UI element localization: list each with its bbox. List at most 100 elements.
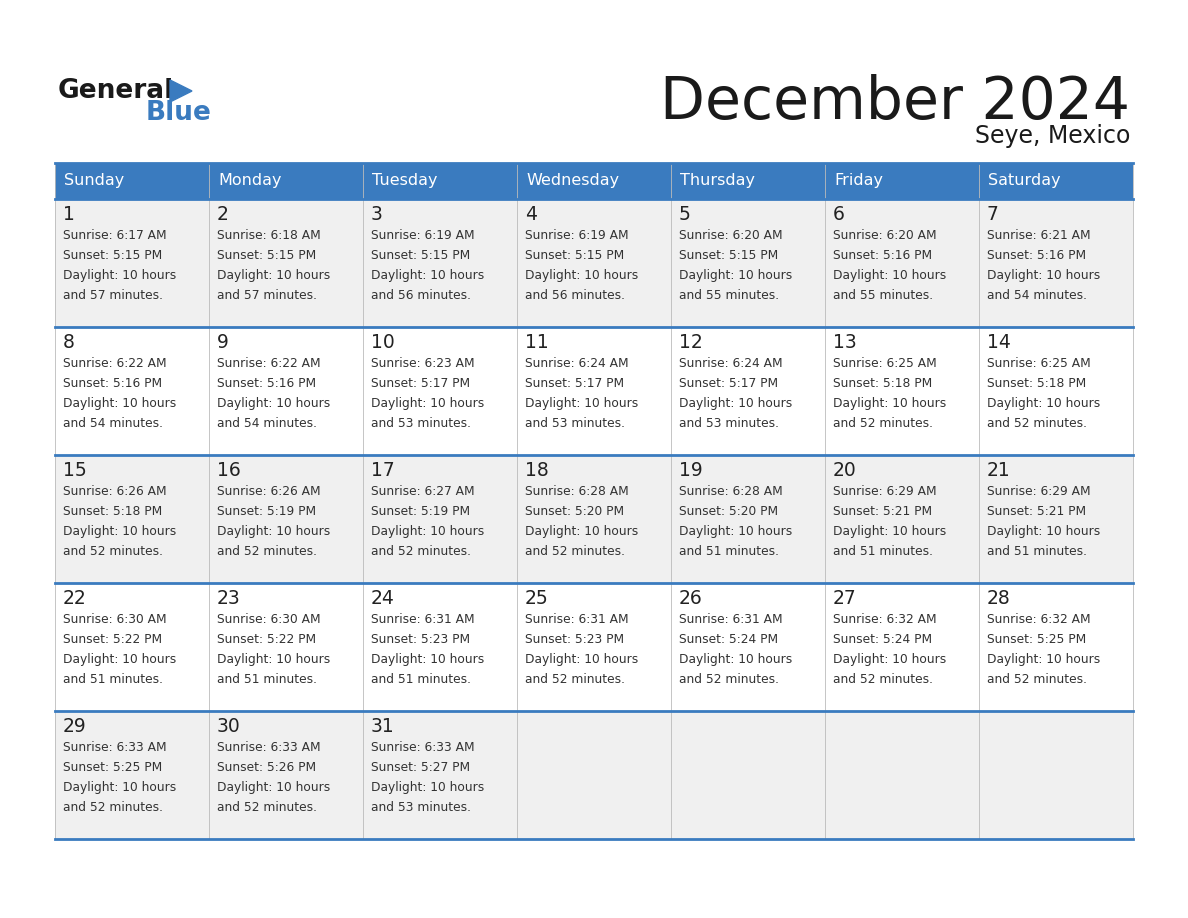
Text: and 54 minutes.: and 54 minutes. [217,417,317,430]
Text: 13: 13 [833,333,857,352]
Text: Sunset: 5:17 PM: Sunset: 5:17 PM [371,377,470,390]
Text: and 53 minutes.: and 53 minutes. [680,417,779,430]
Text: Daylight: 10 hours: Daylight: 10 hours [217,781,330,794]
Text: Daylight: 10 hours: Daylight: 10 hours [680,653,792,666]
Text: Daylight: 10 hours: Daylight: 10 hours [63,269,176,282]
Text: and 55 minutes.: and 55 minutes. [833,289,933,302]
Text: and 57 minutes.: and 57 minutes. [217,289,317,302]
Text: Monday: Monday [219,174,282,188]
Text: Daylight: 10 hours: Daylight: 10 hours [987,653,1100,666]
Text: and 56 minutes.: and 56 minutes. [371,289,470,302]
Bar [824,163,979,199]
Text: 17: 17 [371,461,394,480]
Text: Sunset: 5:23 PM: Sunset: 5:23 PM [525,633,624,646]
Text: Sunrise: 6:26 AM: Sunrise: 6:26 AM [63,485,166,498]
Text: Daylight: 10 hours: Daylight: 10 hours [371,525,485,538]
Text: Daylight: 10 hours: Daylight: 10 hours [833,397,947,410]
Bar [364,163,517,199]
Text: Sunset: 5:24 PM: Sunset: 5:24 PM [833,633,933,646]
Text: Sunrise: 6:26 AM: Sunrise: 6:26 AM [217,485,321,498]
Text: and 51 minutes.: and 51 minutes. [371,673,470,686]
Text: Daylight: 10 hours: Daylight: 10 hours [833,525,947,538]
Text: Sunset: 5:16 PM: Sunset: 5:16 PM [217,377,316,390]
Bar [55,455,1133,583]
Text: 30: 30 [217,717,241,736]
Text: Sunset: 5:15 PM: Sunset: 5:15 PM [63,249,163,262]
Text: Sunrise: 6:23 AM: Sunrise: 6:23 AM [371,357,475,370]
Text: 15: 15 [63,461,87,480]
Text: and 51 minutes.: and 51 minutes. [680,545,779,558]
Text: Sunrise: 6:20 AM: Sunrise: 6:20 AM [680,229,783,242]
Polygon shape [170,80,192,102]
Text: Daylight: 10 hours: Daylight: 10 hours [63,653,176,666]
Text: Sunset: 5:20 PM: Sunset: 5:20 PM [680,505,778,518]
Text: Sunrise: 6:32 AM: Sunrise: 6:32 AM [833,613,936,626]
Text: Daylight: 10 hours: Daylight: 10 hours [371,397,485,410]
Text: and 57 minutes.: and 57 minutes. [63,289,163,302]
Text: and 56 minutes.: and 56 minutes. [525,289,625,302]
Text: Daylight: 10 hours: Daylight: 10 hours [371,653,485,666]
Text: Sunrise: 6:27 AM: Sunrise: 6:27 AM [371,485,475,498]
Text: Sunset: 5:24 PM: Sunset: 5:24 PM [680,633,778,646]
Text: Daylight: 10 hours: Daylight: 10 hours [680,397,792,410]
Text: Sunrise: 6:33 AM: Sunrise: 6:33 AM [63,741,166,754]
Text: Sunset: 5:27 PM: Sunset: 5:27 PM [371,761,470,774]
Text: Saturday: Saturday [988,174,1061,188]
Text: Daylight: 10 hours: Daylight: 10 hours [833,653,947,666]
Text: Sunrise: 6:22 AM: Sunrise: 6:22 AM [217,357,321,370]
Text: 24: 24 [371,589,394,608]
Text: Sunrise: 6:19 AM: Sunrise: 6:19 AM [525,229,628,242]
Text: Sunset: 5:15 PM: Sunset: 5:15 PM [525,249,624,262]
Text: Sunset: 5:17 PM: Sunset: 5:17 PM [525,377,624,390]
Text: Sunrise: 6:30 AM: Sunrise: 6:30 AM [63,613,166,626]
Bar [55,199,1133,327]
Text: Sunrise: 6:29 AM: Sunrise: 6:29 AM [987,485,1091,498]
Text: 27: 27 [833,589,857,608]
Text: Daylight: 10 hours: Daylight: 10 hours [63,525,176,538]
Text: Seye, Mexico: Seye, Mexico [974,124,1130,148]
Text: Sunrise: 6:20 AM: Sunrise: 6:20 AM [833,229,936,242]
Text: Daylight: 10 hours: Daylight: 10 hours [525,525,638,538]
Text: and 52 minutes.: and 52 minutes. [987,417,1087,430]
Text: 1: 1 [63,205,75,224]
Text: and 52 minutes.: and 52 minutes. [63,545,163,558]
Text: Daylight: 10 hours: Daylight: 10 hours [680,525,792,538]
Text: 4: 4 [525,205,537,224]
Text: Sunrise: 6:29 AM: Sunrise: 6:29 AM [833,485,936,498]
Text: Sunset: 5:19 PM: Sunset: 5:19 PM [217,505,316,518]
Text: Sunrise: 6:17 AM: Sunrise: 6:17 AM [63,229,166,242]
Text: Daylight: 10 hours: Daylight: 10 hours [217,525,330,538]
Text: Sunrise: 6:28 AM: Sunrise: 6:28 AM [525,485,628,498]
Text: and 53 minutes.: and 53 minutes. [371,801,470,814]
Text: Tuesday: Tuesday [372,174,437,188]
Text: Wednesday: Wednesday [526,174,619,188]
Text: and 52 minutes.: and 52 minutes. [525,545,625,558]
Text: 7: 7 [987,205,999,224]
Text: Daylight: 10 hours: Daylight: 10 hours [371,269,485,282]
Text: Sunset: 5:15 PM: Sunset: 5:15 PM [371,249,470,262]
Text: Sunrise: 6:22 AM: Sunrise: 6:22 AM [63,357,166,370]
Text: 9: 9 [217,333,229,352]
Bar [55,327,1133,455]
Text: 6: 6 [833,205,845,224]
Text: Daylight: 10 hours: Daylight: 10 hours [987,269,1100,282]
Text: Daylight: 10 hours: Daylight: 10 hours [987,397,1100,410]
Text: Sunrise: 6:32 AM: Sunrise: 6:32 AM [987,613,1091,626]
Text: Daylight: 10 hours: Daylight: 10 hours [525,269,638,282]
Text: Sunset: 5:22 PM: Sunset: 5:22 PM [217,633,316,646]
Text: Sunrise: 6:18 AM: Sunrise: 6:18 AM [217,229,321,242]
Text: Friday: Friday [834,174,883,188]
Text: Sunset: 5:25 PM: Sunset: 5:25 PM [63,761,163,774]
Text: 21: 21 [987,461,1011,480]
Text: 8: 8 [63,333,75,352]
Text: Daylight: 10 hours: Daylight: 10 hours [63,781,176,794]
Text: Daylight: 10 hours: Daylight: 10 hours [987,525,1100,538]
Text: Daylight: 10 hours: Daylight: 10 hours [217,653,330,666]
Text: Sunset: 5:17 PM: Sunset: 5:17 PM [680,377,778,390]
Text: Sunrise: 6:33 AM: Sunrise: 6:33 AM [217,741,321,754]
Text: 25: 25 [525,589,549,608]
Text: Sunrise: 6:24 AM: Sunrise: 6:24 AM [680,357,783,370]
Text: and 54 minutes.: and 54 minutes. [987,289,1087,302]
Text: 10: 10 [371,333,394,352]
Text: Daylight: 10 hours: Daylight: 10 hours [371,781,485,794]
